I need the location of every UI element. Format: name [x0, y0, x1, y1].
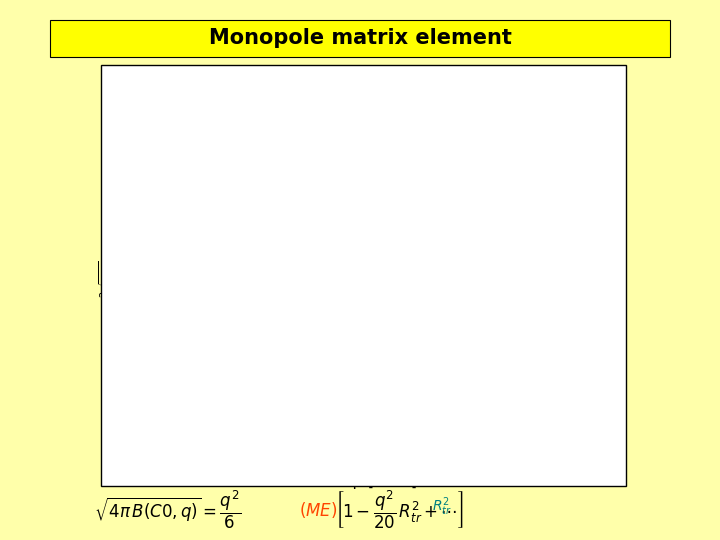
Text: Monopole matrix element: Monopole matrix element	[209, 28, 511, 49]
Text: $(ME)$: $(ME)$	[299, 500, 337, 521]
Text: $0_1^+ \rightarrow 0_2^+$: $0_1^+ \rightarrow 0_2^+$	[428, 142, 486, 164]
X-axis label: q$^2$ [fm$^{-2}$]: q$^2$ [fm$^{-2}$]	[346, 470, 417, 491]
Text: $^{12}$C: $^{12}$C	[428, 112, 454, 131]
Text: $\sqrt{4\pi\, B(C0,q)} = \dfrac{q^2}{6}$: $\sqrt{4\pi\, B(C0,q)} = \dfrac{q^2}{6}$	[94, 489, 240, 531]
Text: $R_{tr}^2$: $R_{tr}^2$	[432, 496, 452, 518]
Text: $\!\left[1 - \dfrac{q^2}{20}\,R_{tr}^2 + \cdots\right]$: $\!\left[1 - \dfrac{q^2}{20}\,R_{tr}^2 +…	[337, 489, 464, 531]
Text: $R_{\gamma}$ = 4.29(12) fm: $R_{\gamma}$ = 4.29(12) fm	[174, 334, 292, 354]
Text: E$_x$ = 7.65 MeV: E$_x$ = 7.65 MeV	[428, 172, 531, 188]
Text: $ME$ = 5.37(7) fm$^2$: $ME$ = 5.37(7) fm$^2$	[174, 298, 296, 317]
Y-axis label: q$^{-2}\sqrt{4\pi}$ B(C0,q): q$^{-2}\sqrt{4\pi}$ B(C0,q)	[97, 206, 119, 315]
